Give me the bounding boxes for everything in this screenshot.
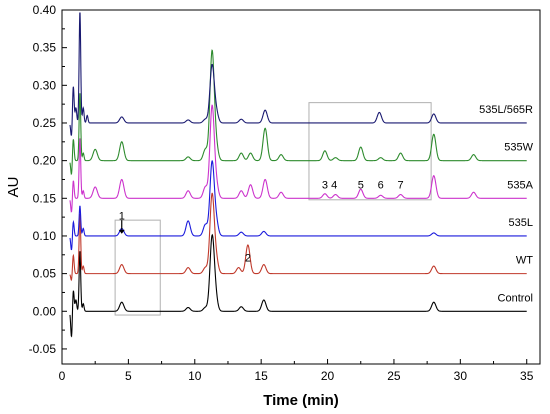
series-line: [69, 104, 527, 213]
x-axis-ticks: 0 5 10 15 20 25 30 35: [59, 359, 534, 383]
y-tick-label: 0.05: [33, 267, 57, 281]
peak-number-label: 7: [398, 180, 404, 192]
x-tick-label: 30: [454, 369, 468, 383]
plot-frame: [61, 9, 541, 365]
series-label: 535L/565R: [479, 104, 533, 116]
series-traces: [69, 12, 527, 338]
highlight-boxes: [114, 102, 432, 316]
series-label: 535L: [509, 217, 533, 229]
x-tick-label: 10: [188, 369, 202, 383]
y-tick-label: 0.35: [33, 41, 57, 55]
series-labels: Control WT 535L 535A 535W 535L/565R: [479, 104, 533, 304]
y-tick-label: 0.25: [33, 116, 57, 130]
series-line: [69, 160, 527, 251]
y-tick-label: 0.20: [33, 154, 57, 168]
peak-number-label: 6: [378, 180, 384, 192]
x-tick-label: 0: [59, 369, 66, 383]
y-tick-label: 0.40: [33, 3, 57, 17]
series-label: WT: [516, 255, 533, 267]
y-tick-label: 0.15: [33, 191, 57, 205]
series-line: [69, 233, 527, 338]
y-tick-label: 0.00: [33, 304, 57, 318]
x-tick-label: 25: [387, 369, 401, 383]
series-line: [69, 49, 527, 176]
series-line: [69, 12, 527, 136]
series-label: Control: [498, 292, 533, 304]
series-label: 535W: [504, 142, 533, 154]
y-tick-label: -0.05: [29, 342, 57, 356]
peak-number-label: 1: [119, 210, 125, 222]
series-label: 535A: [507, 179, 533, 191]
peak-number-label: 3: [322, 180, 328, 192]
series-line: [69, 192, 527, 282]
y-tick-label: 0.30: [33, 78, 57, 92]
x-tick-label: 20: [321, 369, 335, 383]
y-tick-label: 0.10: [33, 229, 57, 243]
peak-1-arrowhead: [118, 229, 125, 234]
x-tick-label: 5: [125, 369, 132, 383]
y-axis-title: AU: [5, 177, 22, 198]
highlight-box: [114, 219, 161, 316]
y-axis-ticks: -0.05 0.00 0.05 0.10 0.15 0.20 0.25 0.30 0.35 0.4…: [29, 3, 67, 356]
x-axis-title: Time (min): [263, 392, 339, 409]
peak-annotations: 1 2 3 4 5 6 7: [119, 180, 404, 265]
peak-number-label: 4: [331, 180, 337, 192]
x-tick-label: 15: [254, 369, 268, 383]
x-tick-label: 35: [520, 369, 534, 383]
plot-border: [61, 9, 541, 365]
peak-number-label: 5: [358, 180, 364, 192]
peak-number-label: 2: [245, 253, 251, 265]
